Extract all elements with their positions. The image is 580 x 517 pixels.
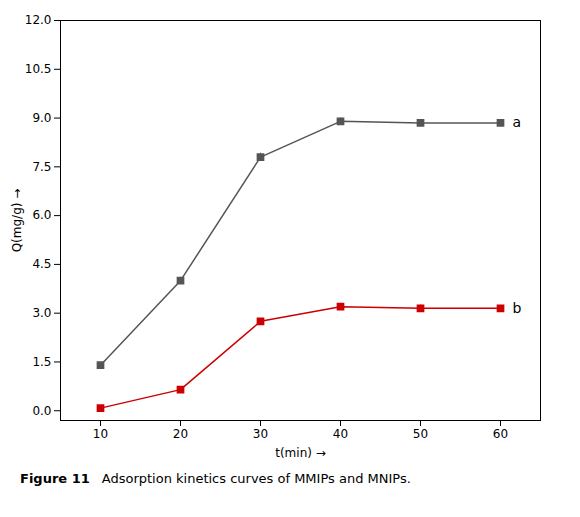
svg-text:b: b bbox=[513, 300, 522, 316]
svg-text:9.0: 9.0 bbox=[32, 111, 51, 125]
svg-text:12.0: 12.0 bbox=[25, 13, 52, 27]
svg-text:40: 40 bbox=[333, 427, 348, 441]
svg-text:60: 60 bbox=[493, 427, 508, 441]
svg-text:10.5: 10.5 bbox=[25, 62, 52, 76]
svg-text:7.5: 7.5 bbox=[32, 160, 51, 174]
svg-text:3.0: 3.0 bbox=[32, 306, 51, 320]
svg-text:t(min) →: t(min) → bbox=[275, 446, 326, 460]
svg-text:0.0: 0.0 bbox=[32, 404, 51, 418]
html-text:Adsorption kinetics curves of: Adsorption kinetics curves of MMIPs and … bbox=[101, 471, 411, 486]
svg-text:1.5: 1.5 bbox=[32, 355, 51, 369]
svg-text:10: 10 bbox=[93, 427, 108, 441]
svg-text:30: 30 bbox=[253, 427, 268, 441]
svg-text:6.0: 6.0 bbox=[32, 208, 51, 222]
svg-text:Q(mg/g) →: Q(mg/g) → bbox=[10, 189, 24, 253]
svg-text:4.5: 4.5 bbox=[32, 257, 51, 271]
svg-text:a: a bbox=[513, 114, 522, 130]
svg-text:20: 20 bbox=[173, 427, 188, 441]
svg-text:50: 50 bbox=[413, 427, 428, 441]
html-text:Figure 11: Figure 11 bbox=[20, 471, 90, 486]
